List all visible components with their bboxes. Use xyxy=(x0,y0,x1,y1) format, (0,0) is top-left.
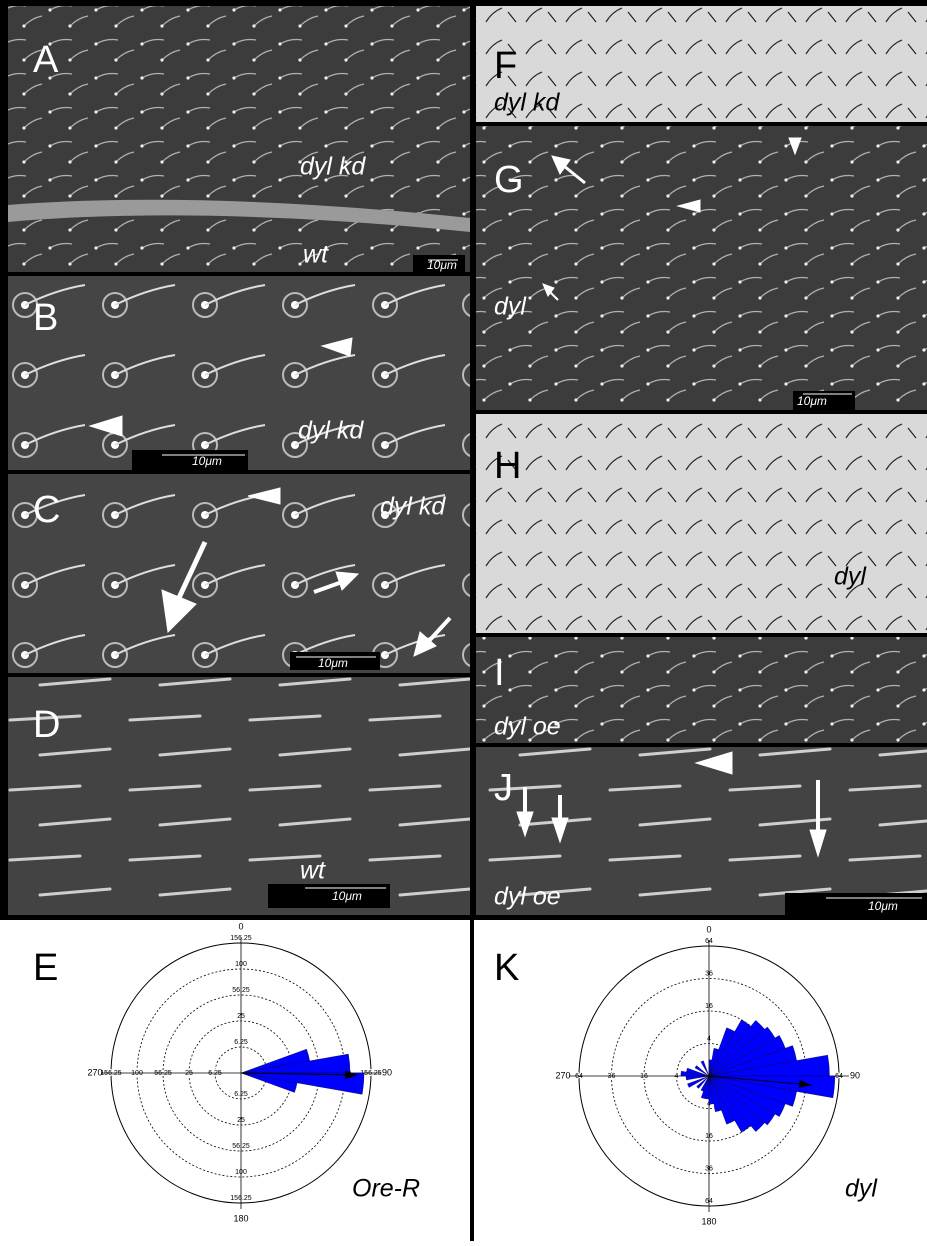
angle-label: 0 xyxy=(238,921,243,931)
genotype-label: dyl oe xyxy=(494,713,561,741)
angle-label: 270 xyxy=(87,1067,102,1077)
micrograph xyxy=(476,414,927,633)
panel-letter: C xyxy=(33,489,60,531)
figure: 10μm 10μm 10μm 10μm 10μm 10μm A dyl kd w… xyxy=(0,0,927,1241)
panel-letter: E xyxy=(33,947,58,989)
angle-label: 90 xyxy=(382,1067,392,1077)
angle-label: 180 xyxy=(701,1216,716,1226)
micrograph xyxy=(8,677,470,915)
panel-letter: D xyxy=(33,704,60,746)
micrograph xyxy=(8,6,470,272)
angle-label: 180 xyxy=(233,1213,248,1223)
plot-label: Ore-R xyxy=(352,1175,420,1203)
genotype-label: wt xyxy=(303,241,329,269)
angle-label: 270 xyxy=(555,1070,570,1080)
micrograph xyxy=(476,126,927,410)
genotype-label: dyl xyxy=(494,293,527,321)
scale-label: 10μm xyxy=(427,258,457,272)
scale-label: 10μm xyxy=(318,656,348,670)
panel-letter: G xyxy=(494,159,524,201)
genotype-label: dyl kd xyxy=(300,153,366,181)
genotype-label: dyl kd xyxy=(494,89,560,117)
angle-label: 0 xyxy=(706,924,711,934)
angle-label: 90 xyxy=(850,1070,860,1080)
genotype-label: dyl oe xyxy=(494,883,561,911)
genotype-label: dyl xyxy=(834,563,867,591)
panel-letter: I xyxy=(494,652,505,694)
plot-label: dyl xyxy=(845,1175,878,1203)
panel-letter: B xyxy=(33,297,58,339)
panel-letter: A xyxy=(33,39,59,81)
scale-bar xyxy=(785,893,927,917)
scale-label: 10μm xyxy=(192,454,222,468)
panel-letter: F xyxy=(494,45,517,87)
panel-letter: J xyxy=(494,767,513,809)
scale-label: 10μm xyxy=(332,889,362,903)
scale-bar xyxy=(132,450,248,470)
scale-label: 10μm xyxy=(797,394,827,408)
genotype-label: wt xyxy=(300,857,326,885)
scale-label: 10μm xyxy=(868,899,898,913)
panel-letter: K xyxy=(494,947,519,989)
genotype-label: dyl kd xyxy=(298,417,364,445)
genotype-label: dyl kd xyxy=(380,493,446,521)
micrograph xyxy=(8,276,470,470)
page: {"panels": [ {"letter": "A", "labels": [… xyxy=(0,0,927,1241)
panel-letter: H xyxy=(494,445,521,487)
